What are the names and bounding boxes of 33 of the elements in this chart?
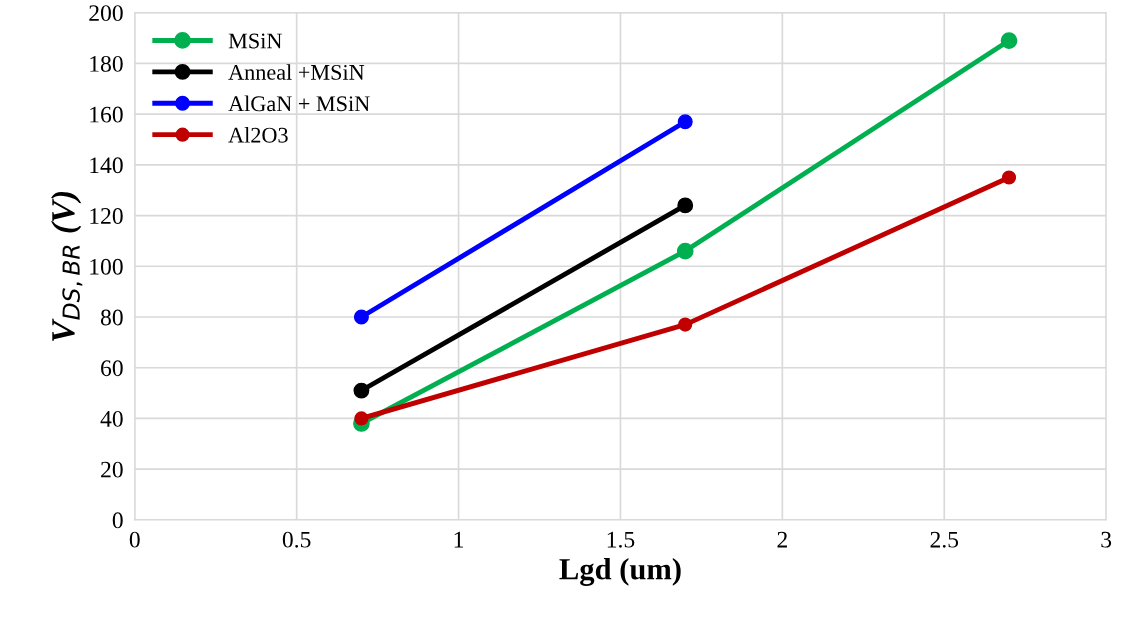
point bbox=[677, 197, 694, 214]
x-tick-label: 3 bbox=[1101, 531, 1112, 548]
legend-label: Al2O3 bbox=[228, 127, 288, 143]
legend-label: Anneal +MSiN bbox=[228, 64, 365, 80]
x-tick-label: 1.5 bbox=[607, 531, 635, 548]
x-axis-title: Lgd (um) bbox=[559, 557, 681, 586]
x-tick-label: 2 bbox=[777, 531, 787, 548]
x-tick-label: 1 bbox=[454, 531, 464, 548]
y-tick-label: 20 bbox=[101, 461, 123, 478]
x-tick-label: 0 bbox=[129, 531, 140, 548]
x-tick-label: 2.5 bbox=[930, 531, 959, 548]
point bbox=[1000, 32, 1018, 49]
point bbox=[354, 411, 369, 426]
y-tick-label: 160 bbox=[90, 106, 123, 123]
y-tick-label: 180 bbox=[90, 55, 123, 72]
y-tick-label: 0 bbox=[112, 512, 123, 529]
legend-label: MSiN bbox=[228, 33, 282, 49]
point bbox=[353, 309, 369, 325]
point bbox=[676, 242, 694, 260]
y-axis-title: V$_{DS,BR}$ (V) bbox=[51, 191, 83, 341]
y-tick-label: 200 bbox=[89, 5, 123, 22]
y-tick-label: 140 bbox=[90, 157, 123, 174]
point bbox=[353, 382, 370, 399]
point bbox=[678, 317, 693, 332]
y-tick-label: 120 bbox=[90, 208, 123, 224]
y-tick-label: 60 bbox=[101, 360, 123, 377]
point bbox=[677, 114, 693, 130]
y-tick-label: 80 bbox=[100, 309, 123, 326]
y-tick-label: 100 bbox=[90, 258, 123, 275]
y-tick-label: 40 bbox=[100, 410, 123, 427]
x-tick-label: 0.5 bbox=[282, 531, 311, 548]
legend-label: AlGaN + MSiN bbox=[228, 95, 370, 112]
point bbox=[1001, 170, 1017, 185]
